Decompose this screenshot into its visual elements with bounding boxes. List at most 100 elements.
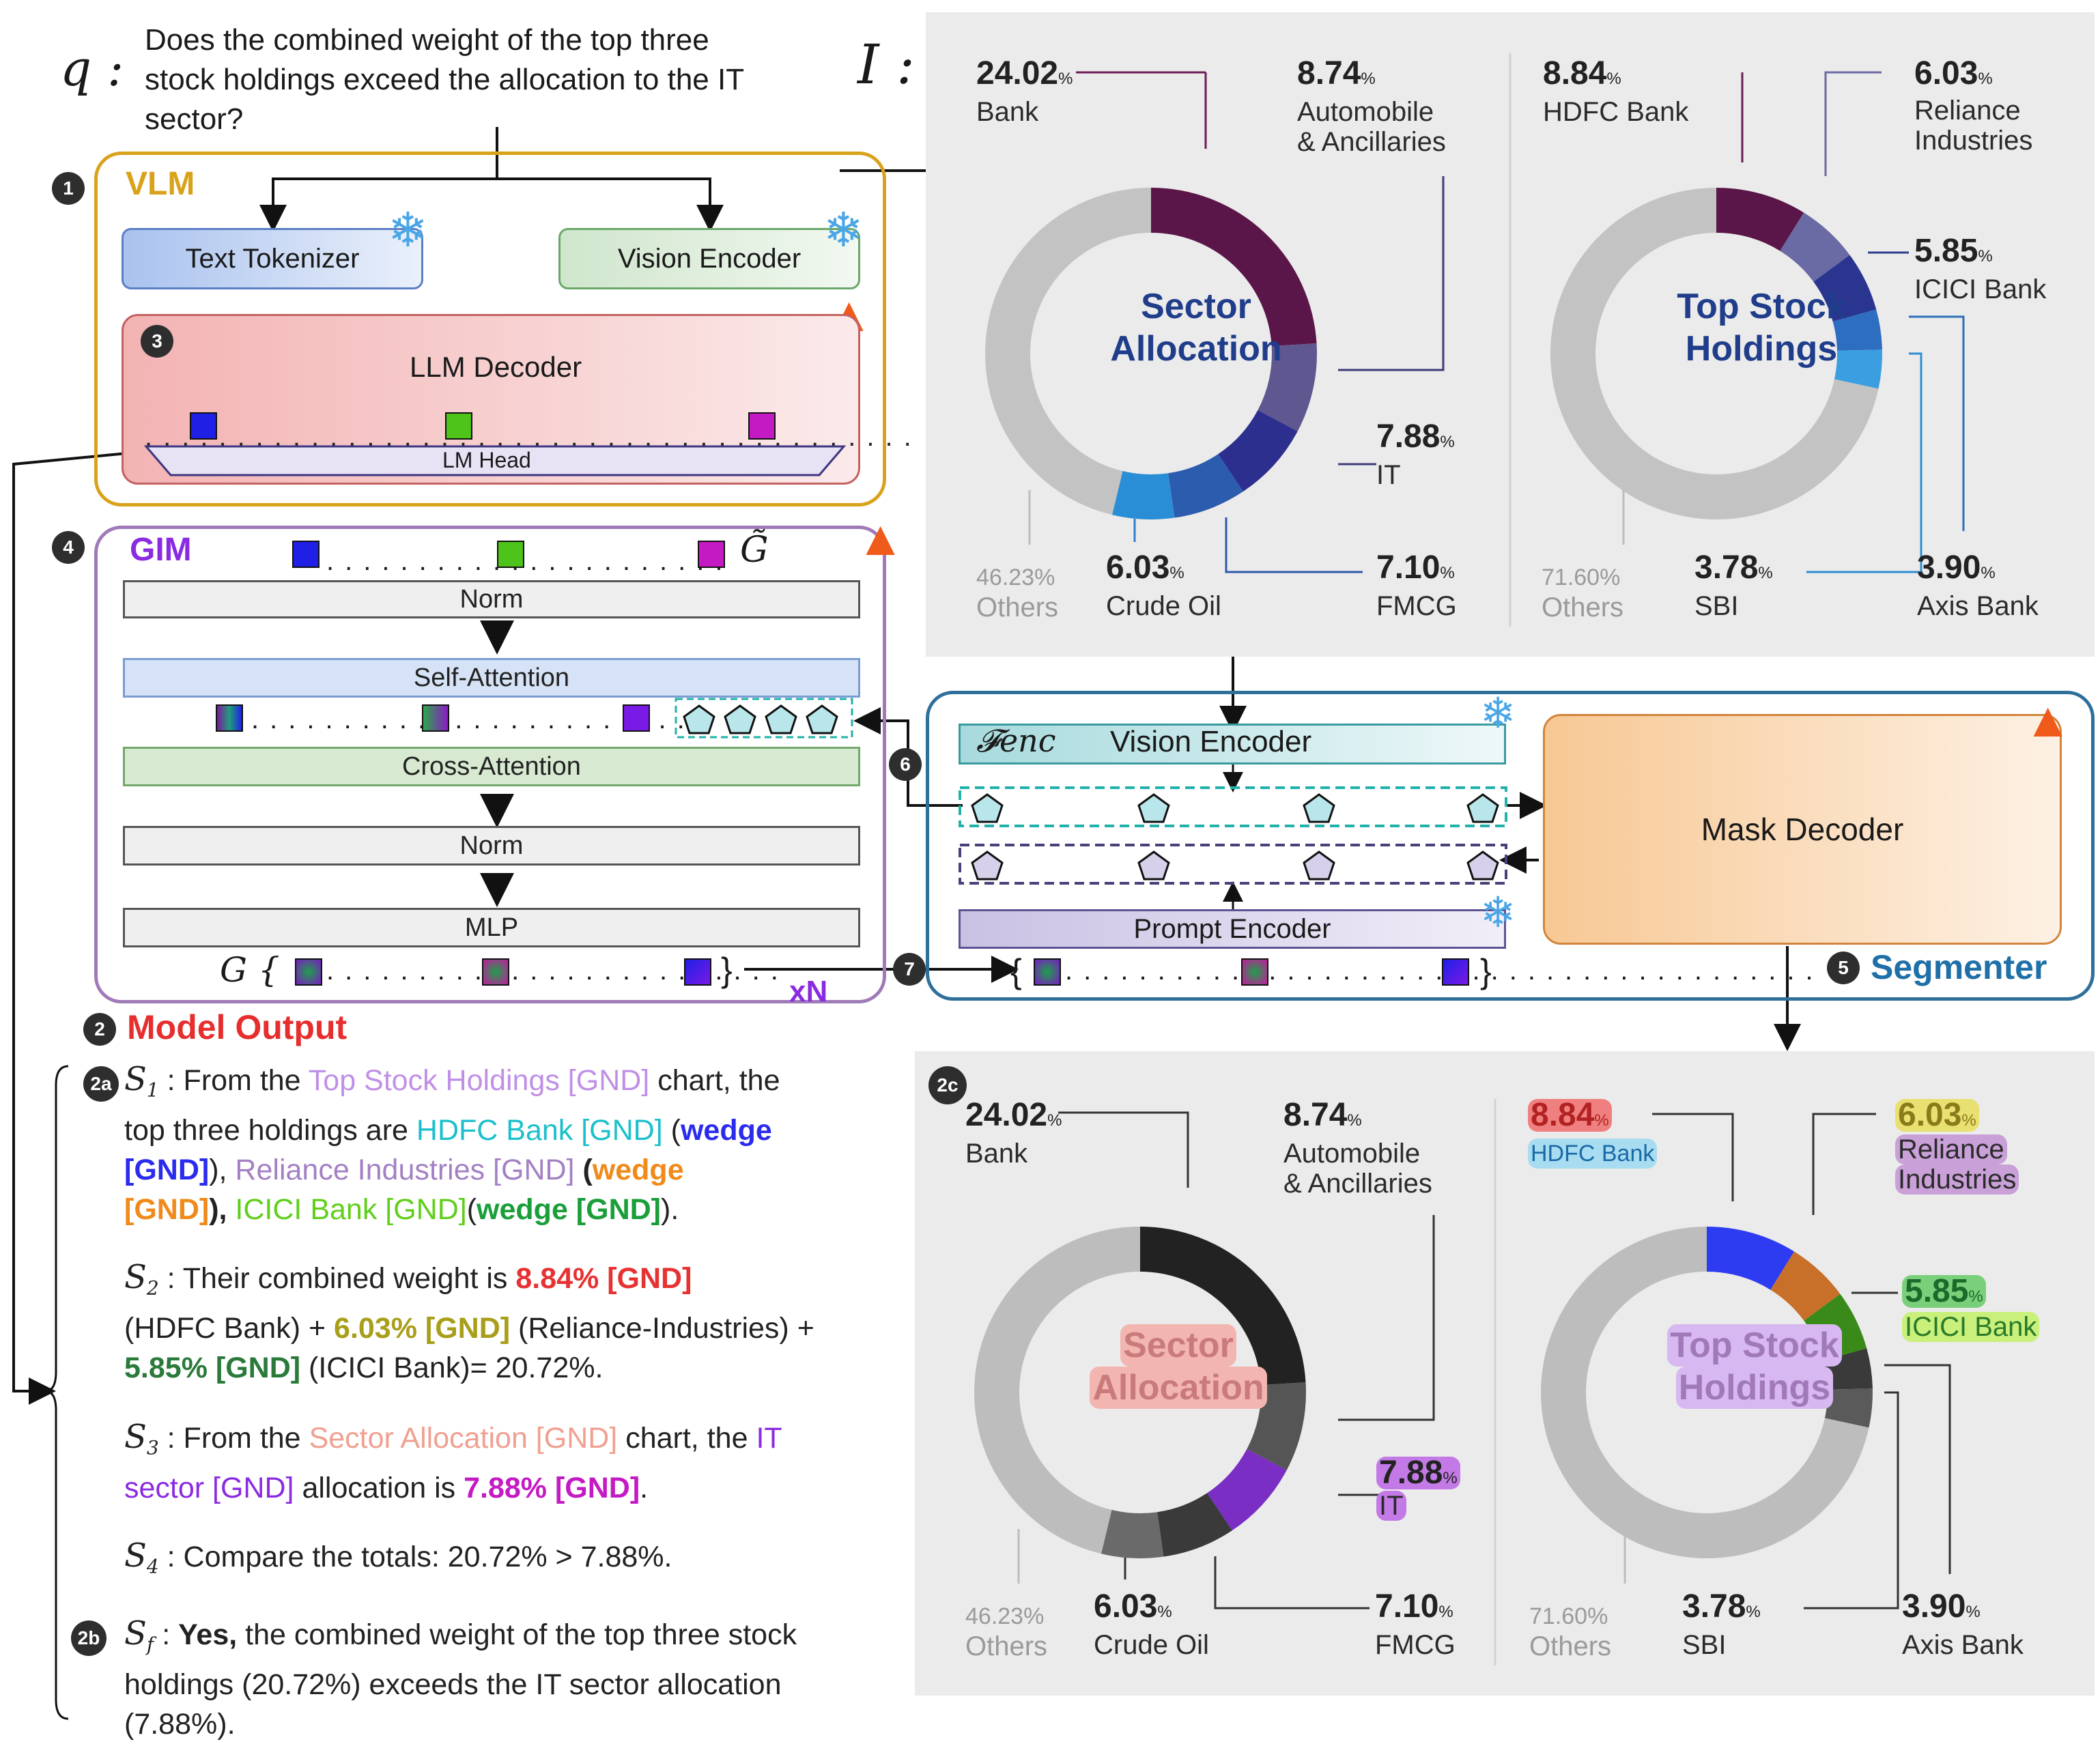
pct-sign: % <box>1347 1111 1362 1130</box>
in-fmcg-value: 7.10 <box>1376 549 1441 586</box>
pentagon-token-rows <box>959 786 1507 885</box>
token-grounding <box>1241 958 1268 986</box>
in-sector-title-2: Allocation <box>1110 329 1282 369</box>
out-bank-pct: 24.02% <box>965 1099 1062 1132</box>
segmented-output-panel: 2c 24.02% Bank 8.74% Automobile & Ancill… <box>915 1051 2095 1696</box>
input-donut-charts <box>985 53 1965 627</box>
out-sbi-pct: 3.78% <box>1682 1590 1761 1623</box>
s1-ground-wedge-orange-tag: [GND] <box>124 1192 210 1226</box>
out-rel-label-1: Reliance <box>1895 1134 2007 1164</box>
s1-text: ). <box>661 1192 679 1226</box>
llm-decoder-label: LLM Decoder <box>410 351 582 383</box>
s1-text: ), <box>209 1153 236 1186</box>
in-others-label: Others <box>976 592 1059 623</box>
out-sector-slice-it <box>1206 1448 1287 1531</box>
s2-ground-reliance-pct: 6.03% [GND] <box>334 1311 511 1345</box>
pct-sign: % <box>1440 564 1455 582</box>
in-holdings-title-2: Holdings <box>1685 329 1838 369</box>
pct-sign: % <box>1961 1111 1976 1130</box>
out-icici-label: ICICI Bank <box>1902 1312 2040 1342</box>
out-axis-label: Axis Bank <box>1902 1630 2024 1660</box>
in-sector-slice-automobile-ancillaries <box>1258 343 1317 431</box>
pct-sign: % <box>1169 564 1184 582</box>
in-rel-pct: 6.03% <box>1914 57 1993 90</box>
s2-text: (ICICI Bank)= 20.72%. <box>300 1351 604 1384</box>
reasoning-step-1: S1 : From the Top Stock Holdings [GND] c… <box>124 1059 909 1229</box>
s2-ground-hdfc-pct: 8.84% [GND] <box>515 1262 692 1295</box>
in-fmcg-pct: 7.10% <box>1376 552 1455 584</box>
f-enc-label: 𝓕enc <box>976 722 1056 759</box>
out-axis-pct: 3.90% <box>1902 1590 1981 1623</box>
in-auto-label-2: & Ancillaries <box>1297 127 1446 157</box>
out-fmcg-value: 7.10 <box>1375 1588 1439 1625</box>
out-icici-pct-highlight: 5.85% <box>1902 1275 1986 1308</box>
question-prefix: q : <box>60 40 124 97</box>
out-rel-label-2: Industries <box>1895 1164 2019 1195</box>
pct-sign: % <box>1606 70 1621 88</box>
s4-text: : Compare the totals: 20.72% > 7.88%. <box>158 1541 672 1573</box>
out-auto-pct: 8.74% <box>1283 1099 1362 1132</box>
s3-subscript: 3 <box>146 1436 159 1459</box>
sf-text: holdings (20.72%) exceeds the IT sector … <box>124 1668 782 1701</box>
out-holdings-title-2: Holdings <box>1675 1367 1834 1409</box>
in-crude-pct: 6.03% <box>1106 552 1184 584</box>
prompt-encoder-block: Prompt Encoder <box>959 909 1506 949</box>
out-sector-title-highlight: Sector Allocation <box>1035 1324 1322 1409</box>
s1-ground-reliance: Reliance Industries [GND] <box>235 1153 575 1186</box>
out-auto-label-1: Automobile <box>1283 1139 1421 1169</box>
s4-symbol: S <box>124 1536 147 1575</box>
token-magenta <box>698 541 725 568</box>
out-sector-title-1: Sector <box>1120 1324 1236 1367</box>
in-sector-slice-bank <box>1150 188 1317 347</box>
step-5-badge: 5 <box>1827 952 1860 984</box>
s3-ground-sector: Sector Allocation [GND] <box>309 1422 618 1455</box>
g-close-brace: } <box>721 951 733 989</box>
snowflake-icon: ❄ <box>1480 690 1516 737</box>
reasoning-step-3: S3 : From the Sector Allocation [GND] ch… <box>124 1417 909 1508</box>
s3-ground-it-sector: sector [GND] <box>124 1471 294 1504</box>
pct-sign: % <box>1443 1469 1458 1487</box>
vlm-title: VLM <box>126 166 195 202</box>
step-2b-badge: 2b <box>71 1620 107 1656</box>
s1-text: ( <box>662 1113 681 1147</box>
token-grounding <box>1442 958 1469 986</box>
question-line-2: stock holdings exceed the allocation to … <box>145 63 745 96</box>
question-line-3: sector? <box>145 102 244 136</box>
token-dots: ......................... <box>326 956 789 986</box>
s3-ground-it: IT <box>756 1422 782 1455</box>
self-attention-layer: Self-Attention <box>123 658 860 698</box>
lm-head-label: LM Head <box>442 448 531 472</box>
snowflake-icon: ❄ <box>388 203 428 257</box>
sf-symbol: S <box>124 1614 147 1653</box>
in-sector-slice-it <box>1217 410 1298 492</box>
mask-decoder-block: Mask Decoder <box>1543 714 2062 945</box>
sf-text: (7.88%). <box>124 1707 236 1741</box>
in-fmcg-label: FMCG <box>1376 591 1457 621</box>
s3-text: : From the <box>158 1422 309 1455</box>
pct-sign: % <box>1157 1603 1172 1621</box>
segmenter-title: Segmenter <box>1871 948 2047 986</box>
in-axis-label: Axis Bank <box>1917 591 2039 621</box>
out-hdfc-value: 8.84 <box>1531 1097 1595 1133</box>
out-fmcg-label: FMCG <box>1375 1630 1456 1660</box>
s2-text: : Their combined weight is <box>158 1262 516 1295</box>
s2-symbol: S <box>124 1258 147 1296</box>
in-axis-value: 3.90 <box>1917 549 1981 586</box>
reasoning-step-4: S4 : Compare the totals: 20.72% > 7.88%. <box>124 1536 909 1587</box>
out-icici-value: 5.85 <box>1905 1273 1969 1309</box>
step-7-badge: 7 <box>893 953 926 986</box>
s1-text: top three holdings are <box>124 1113 416 1147</box>
in-auto-pct: 8.74% <box>1297 57 1376 90</box>
s3-text: . <box>640 1471 649 1504</box>
out-auto-value: 8.74 <box>1283 1097 1348 1133</box>
s1-ground-hdfc: HDFC Bank [GND] <box>416 1113 663 1147</box>
s3-text: allocation is <box>294 1471 464 1504</box>
in-hold-others-label: Others <box>1542 592 1624 623</box>
fire-icon: ▲ <box>2024 693 2073 747</box>
s1-ground-wedge-orange: wedge <box>592 1153 684 1186</box>
pct-sign: % <box>1361 70 1376 88</box>
s2-text: (Reliance-Industries) + <box>510 1311 814 1345</box>
step-6-badge: 6 <box>889 748 922 781</box>
step-1-badge: 1 <box>52 172 85 205</box>
in-sector-slice-others <box>985 188 1152 515</box>
